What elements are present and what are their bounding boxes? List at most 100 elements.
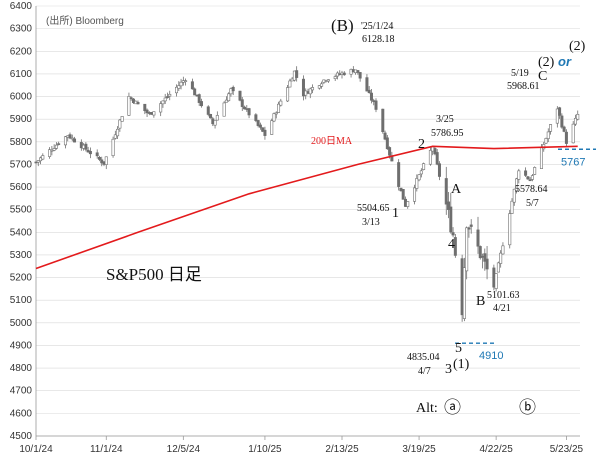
wave-C-value: 5968.61 <box>507 81 540 92</box>
candle-body <box>308 88 312 95</box>
candle-body <box>333 76 337 80</box>
candle-body <box>258 124 262 128</box>
wave-B-small-value: 5101.63 <box>487 290 520 301</box>
candle <box>512 188 516 206</box>
candle <box>238 90 242 102</box>
candle-body <box>206 106 210 115</box>
candle-body <box>193 88 197 96</box>
x-axis: 10/1/24 11/1/24 12/5/24 1/10/25 2/13/25 3/19/… <box>19 435 584 455</box>
candle-body <box>247 108 251 116</box>
candle-body <box>365 77 369 92</box>
candle-body <box>422 163 426 170</box>
candle-body <box>163 97 167 102</box>
candle <box>258 122 262 130</box>
wave-4-label: 4 <box>448 237 455 252</box>
ma-200-line <box>35 145 578 270</box>
candle-body <box>453 237 457 256</box>
candle <box>571 121 575 144</box>
candle-body <box>95 152 99 157</box>
candle <box>558 106 562 119</box>
candle <box>469 219 473 234</box>
candle-body <box>243 106 247 110</box>
candle-body <box>254 114 258 121</box>
candle-body <box>224 99 228 103</box>
candle <box>417 174 421 182</box>
candle-body <box>530 175 534 180</box>
candle <box>342 71 346 76</box>
wave-1-paren-label: (1) <box>453 357 470 372</box>
candle-body <box>433 148 437 155</box>
candle-body <box>256 120 260 126</box>
candle-body <box>476 229 480 247</box>
candle <box>159 101 163 117</box>
candle-body <box>143 103 147 112</box>
candle <box>288 78 292 88</box>
candle-body <box>88 150 92 155</box>
candle-body <box>517 170 521 180</box>
candle-body <box>168 93 172 97</box>
candles <box>34 66 580 322</box>
candle-body <box>406 201 410 207</box>
candle-body <box>558 107 562 116</box>
candle <box>104 156 108 170</box>
candle <box>197 93 201 106</box>
candle-body <box>326 79 330 82</box>
candle-body <box>213 119 217 126</box>
candle <box>476 216 480 254</box>
candle-body <box>57 143 61 145</box>
candle-body <box>515 178 519 191</box>
candle-body <box>272 113 276 122</box>
candle <box>374 98 378 113</box>
candle <box>496 261 500 273</box>
wave-C-date: 5/19 <box>511 68 529 79</box>
candle <box>129 96 133 101</box>
x-tick-label: 1/10/25 <box>248 444 282 455</box>
candle-body <box>462 267 466 319</box>
candle <box>68 132 72 140</box>
candle-body <box>417 174 421 181</box>
candle <box>562 125 566 133</box>
candle <box>63 136 67 149</box>
alt-b-label: ⓑ <box>519 398 536 417</box>
candle <box>274 111 278 119</box>
candle-body <box>469 224 473 227</box>
y-tick-label: 4500 <box>10 431 33 442</box>
candle-body <box>70 137 74 140</box>
alt-label: Alt: <box>416 401 438 416</box>
candle <box>179 78 183 90</box>
candle <box>184 78 188 86</box>
y-tick-label: 5200 <box>10 273 33 284</box>
candle <box>143 103 147 115</box>
wave-2-value: 5786.95 <box>431 128 464 139</box>
candle-body <box>159 103 163 113</box>
candle-body <box>127 96 131 116</box>
candle <box>383 130 387 141</box>
candle-body <box>215 115 219 121</box>
candle <box>50 145 54 156</box>
wave-2-label: 2 <box>418 137 425 152</box>
candle-body <box>367 89 371 93</box>
candle <box>308 87 312 99</box>
candle <box>84 142 88 152</box>
candle <box>422 162 426 171</box>
candle <box>533 166 537 176</box>
candle-body <box>356 70 360 73</box>
wave-C-label: C <box>538 69 547 84</box>
candle <box>227 92 231 102</box>
candle <box>261 127 265 133</box>
candle-body <box>161 100 165 105</box>
candle <box>401 189 405 200</box>
candle-body <box>478 246 482 259</box>
y-tick-label: 4600 <box>10 408 33 419</box>
candle <box>52 144 56 152</box>
candle <box>311 84 315 94</box>
y-tick-label: 6200 <box>10 46 33 57</box>
candle-body <box>539 147 543 169</box>
candle-body <box>179 81 183 87</box>
candle <box>111 136 115 158</box>
candle-body <box>113 134 117 139</box>
candle <box>494 273 498 292</box>
y-tick-label: 5600 <box>10 182 33 193</box>
candle <box>175 84 179 97</box>
candle-body <box>229 88 233 95</box>
